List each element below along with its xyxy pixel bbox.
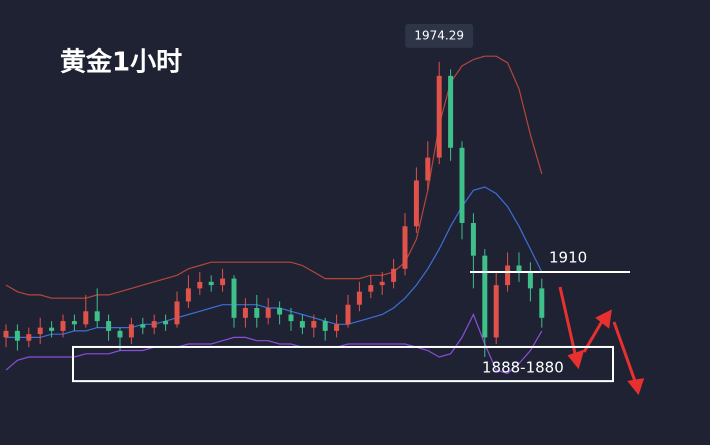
arrows [558,286,645,396]
resistance-label: 1910 [549,249,587,267]
candle-body [220,278,226,286]
candle-body [436,75,442,158]
candle-body [14,330,20,341]
support-zone [72,345,614,383]
candle-body [539,288,545,318]
candle-body [94,311,100,322]
candle-body [174,301,180,325]
arrowhead [595,309,612,329]
candle-body [322,321,328,331]
candle-body [448,75,454,148]
candle-body [231,278,237,318]
candle-body [345,304,351,325]
peak-label: 1974.29 [414,28,464,42]
candle-body [527,272,533,289]
candle-body [505,265,511,286]
candle-body [254,308,260,318]
candle-body [3,330,9,338]
arrow-down [612,321,638,385]
candle-body [128,324,134,338]
candle-body [208,281,214,286]
candle-body [49,327,55,331]
candle-body [391,268,397,282]
candle-body [197,281,203,289]
candle-body [413,180,419,227]
arrowhead [567,349,585,370]
band-line [6,186,543,338]
candle-body [71,321,77,325]
support-label: 1888-1880 [482,359,564,377]
candle-body [425,157,431,181]
candle-body [379,281,385,286]
chart-title: 黄金1小时 [60,47,182,78]
candle-body [265,308,271,318]
candle-body [277,308,283,315]
candle-body [470,222,476,256]
candle-body [140,324,146,328]
candle-body [368,285,374,292]
candle-body [334,324,340,331]
candle-body [299,321,305,328]
candle-body [311,321,317,328]
candle-body [37,327,43,335]
candle-body [163,321,169,325]
candle-body [26,334,32,341]
candle-body [482,255,488,338]
band-line [5,313,543,375]
candle-body [493,285,499,338]
candle-body [288,314,294,322]
arrowhead [627,378,645,396]
candle-body [151,321,157,328]
candle-body [459,147,465,223]
candle-body [185,288,191,302]
candle-body [402,226,408,269]
candle-body [242,308,248,318]
candle-body [356,291,362,305]
candle-body [106,321,112,331]
candle-body [117,330,123,338]
peak-tooltip [405,23,474,48]
candle-body [83,311,89,325]
candle-body [60,321,66,331]
candle-body [516,265,522,273]
